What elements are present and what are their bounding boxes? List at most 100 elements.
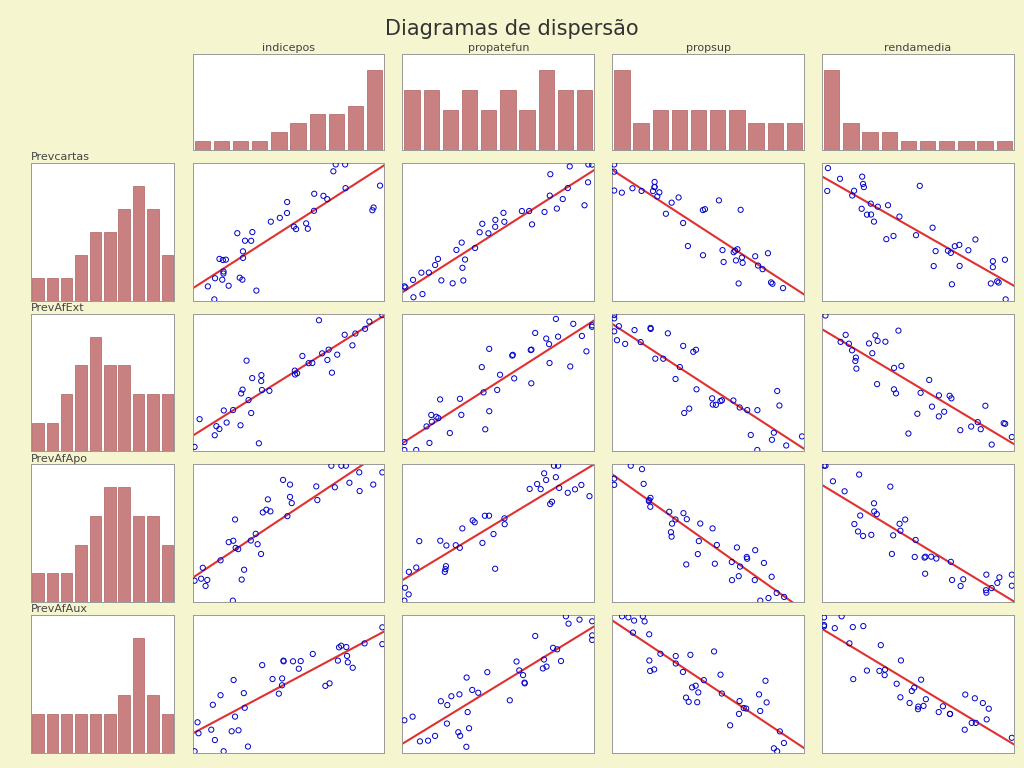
Bar: [214, 141, 229, 150]
Point: [324, 366, 340, 379]
Point: [908, 229, 925, 241]
Bar: [133, 516, 144, 602]
Point: [550, 459, 566, 472]
Point: [651, 186, 668, 198]
Point: [1004, 568, 1020, 581]
Point: [327, 481, 343, 493]
Point: [776, 737, 793, 749]
Point: [455, 522, 471, 535]
Bar: [672, 110, 687, 150]
Point: [879, 233, 895, 245]
Bar: [442, 110, 458, 150]
Point: [909, 408, 926, 420]
Point: [864, 347, 881, 359]
Point: [855, 620, 871, 632]
Point: [928, 245, 944, 257]
Point: [234, 383, 251, 396]
Point: [338, 459, 354, 472]
Point: [206, 293, 222, 306]
Point: [1004, 732, 1020, 744]
Point: [625, 627, 641, 639]
Bar: [710, 110, 725, 150]
Point: [675, 507, 691, 519]
Point: [207, 429, 223, 442]
Point: [414, 266, 430, 279]
Point: [243, 235, 259, 247]
Point: [716, 256, 732, 268]
Point: [715, 244, 731, 257]
Point: [642, 322, 658, 334]
Point: [542, 498, 558, 510]
Point: [617, 338, 634, 350]
Point: [411, 535, 427, 548]
Point: [330, 654, 346, 667]
Bar: [46, 574, 58, 602]
Point: [433, 695, 450, 707]
Point: [233, 387, 250, 399]
Point: [613, 611, 630, 623]
Point: [729, 541, 745, 554]
Title: indicepos: indicepos: [262, 43, 315, 53]
Point: [485, 528, 502, 540]
Point: [923, 551, 939, 563]
Point: [705, 522, 721, 535]
Point: [957, 688, 974, 700]
Point: [983, 439, 999, 451]
Point: [582, 490, 598, 502]
Point: [475, 386, 492, 399]
Point: [981, 703, 997, 715]
Point: [893, 654, 909, 667]
Point: [646, 181, 663, 194]
Point: [220, 280, 237, 292]
Point: [516, 677, 532, 689]
Point: [270, 687, 287, 700]
Bar: [104, 366, 116, 452]
Point: [504, 349, 520, 362]
Point: [868, 508, 885, 520]
Point: [366, 201, 382, 214]
Point: [584, 615, 600, 627]
Point: [236, 687, 252, 700]
Point: [967, 692, 983, 704]
Point: [886, 362, 902, 374]
Point: [241, 394, 257, 406]
Point: [286, 220, 302, 233]
Point: [306, 187, 323, 200]
Point: [240, 740, 256, 753]
Point: [282, 491, 298, 503]
Point: [454, 409, 470, 421]
Bar: [462, 90, 477, 150]
Point: [659, 327, 676, 339]
Bar: [519, 110, 535, 150]
Point: [271, 212, 288, 224]
Point: [565, 318, 582, 330]
Point: [978, 568, 994, 581]
Point: [477, 510, 494, 522]
Point: [946, 240, 963, 253]
Point: [430, 412, 446, 424]
Point: [541, 338, 557, 350]
Point: [664, 518, 680, 530]
Point: [989, 577, 1006, 589]
Point: [236, 564, 252, 576]
Point: [244, 372, 260, 384]
Point: [199, 574, 215, 586]
Bar: [147, 209, 159, 301]
Point: [752, 594, 768, 607]
Point: [755, 263, 771, 275]
Point: [641, 654, 657, 667]
Point: [888, 387, 904, 399]
Point: [646, 176, 663, 188]
Point: [372, 180, 388, 192]
Point: [672, 361, 688, 373]
Point: [837, 485, 853, 498]
Point: [584, 158, 600, 170]
Point: [558, 611, 574, 623]
Point: [190, 727, 207, 740]
Point: [916, 568, 933, 580]
Point: [438, 717, 455, 730]
Point: [412, 735, 428, 747]
Point: [901, 697, 918, 709]
Point: [287, 369, 303, 381]
Point: [816, 619, 833, 631]
